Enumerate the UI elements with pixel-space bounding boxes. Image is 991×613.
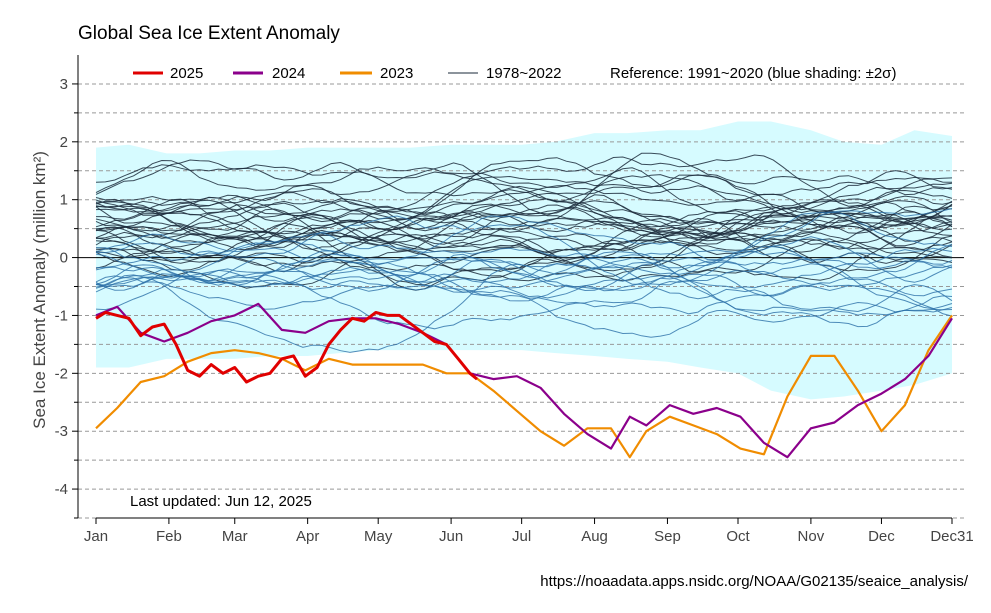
series-line-2025 (95, 311, 478, 384)
historical-line (95, 159, 953, 233)
legend-label-2024: 2024 (272, 65, 305, 82)
x-tick-label: Jun (439, 528, 463, 545)
y-tick-label: 0 (60, 250, 68, 267)
historical-line (95, 275, 953, 316)
y-tick-label: 3 (60, 76, 68, 93)
chart-title: Global Sea Ice Extent Anomaly (78, 23, 340, 44)
x-tick-label: Dec31 (930, 528, 973, 545)
historical-line (95, 243, 953, 297)
x-tick-label: Nov (798, 528, 825, 545)
x-tick-label: Feb (156, 528, 182, 545)
x-tick-label: Mar (222, 528, 248, 545)
historical-line (95, 210, 953, 272)
legend-label-historical: 1978~2022 (486, 65, 562, 82)
historical-line (95, 211, 953, 271)
historical-line (95, 250, 953, 317)
historical-line (95, 263, 953, 330)
historical-line (95, 216, 953, 254)
historical-line (95, 247, 953, 292)
axis-layer: 3 2 1 0 -1 -2 -3 -4 Jan Feb Mar Apr May Jun Jul Aug Sep O… (55, 55, 974, 545)
historical-line (96, 178, 953, 272)
y-tick-label: -2 (55, 365, 68, 382)
historical-line (95, 152, 953, 245)
historical-line (95, 166, 953, 214)
historical-line (95, 236, 953, 302)
historical-line (95, 200, 953, 286)
legend-reference-note: Reference: 1991~2020 (blue shading: ±2σ) (610, 65, 896, 82)
historical-line (95, 215, 953, 265)
historical-line (95, 251, 953, 328)
historical-line (95, 263, 953, 353)
historical-line (95, 161, 953, 203)
x-tick-label: Jul (512, 528, 531, 545)
y-tick-label: 2 (60, 134, 68, 151)
historical-line (95, 266, 953, 338)
historical-line (95, 204, 953, 281)
historical-line (95, 202, 953, 277)
x-tick-label: Dec (868, 528, 895, 545)
x-tick-label: Jan (84, 528, 108, 545)
series-line-2023 (95, 314, 953, 459)
historical-line (95, 154, 953, 220)
legend-label-2025: 2025 (170, 65, 203, 82)
highlight-series-layer (95, 302, 953, 459)
legend-label-2023: 2023 (380, 65, 413, 82)
legend: 2025 2024 2023 1978~2022 Reference: 1991… (133, 65, 896, 82)
historical-line (95, 200, 953, 254)
historical-lines-layer (95, 152, 953, 353)
historical-line (95, 192, 953, 264)
x-tick-label: Oct (726, 528, 750, 545)
y-tick-label: -3 (55, 423, 68, 440)
y-tick-label: 1 (60, 192, 68, 209)
historical-line (95, 239, 953, 315)
x-tick-label: Aug (581, 528, 608, 545)
historical-line (95, 195, 953, 252)
y-tick-label: -1 (55, 307, 68, 324)
y-tick-label: -4 (55, 481, 68, 498)
y-axis-label: Sea Ice Extent Anomaly (million km²) (30, 151, 49, 429)
historical-line (95, 257, 953, 292)
historical-line (95, 211, 953, 286)
historical-line (95, 205, 953, 253)
historical-line (95, 204, 953, 272)
x-tick-label: Apr (296, 528, 319, 545)
source-url: https://noaadata.apps.nsidc.org/NOAA/G02… (540, 573, 969, 590)
x-tick-label: Sep (654, 528, 681, 545)
series-line-2024 (95, 302, 953, 459)
x-tick-label: May (364, 528, 393, 545)
last-updated-note: Last updated: Jun 12, 2025 (130, 493, 312, 510)
